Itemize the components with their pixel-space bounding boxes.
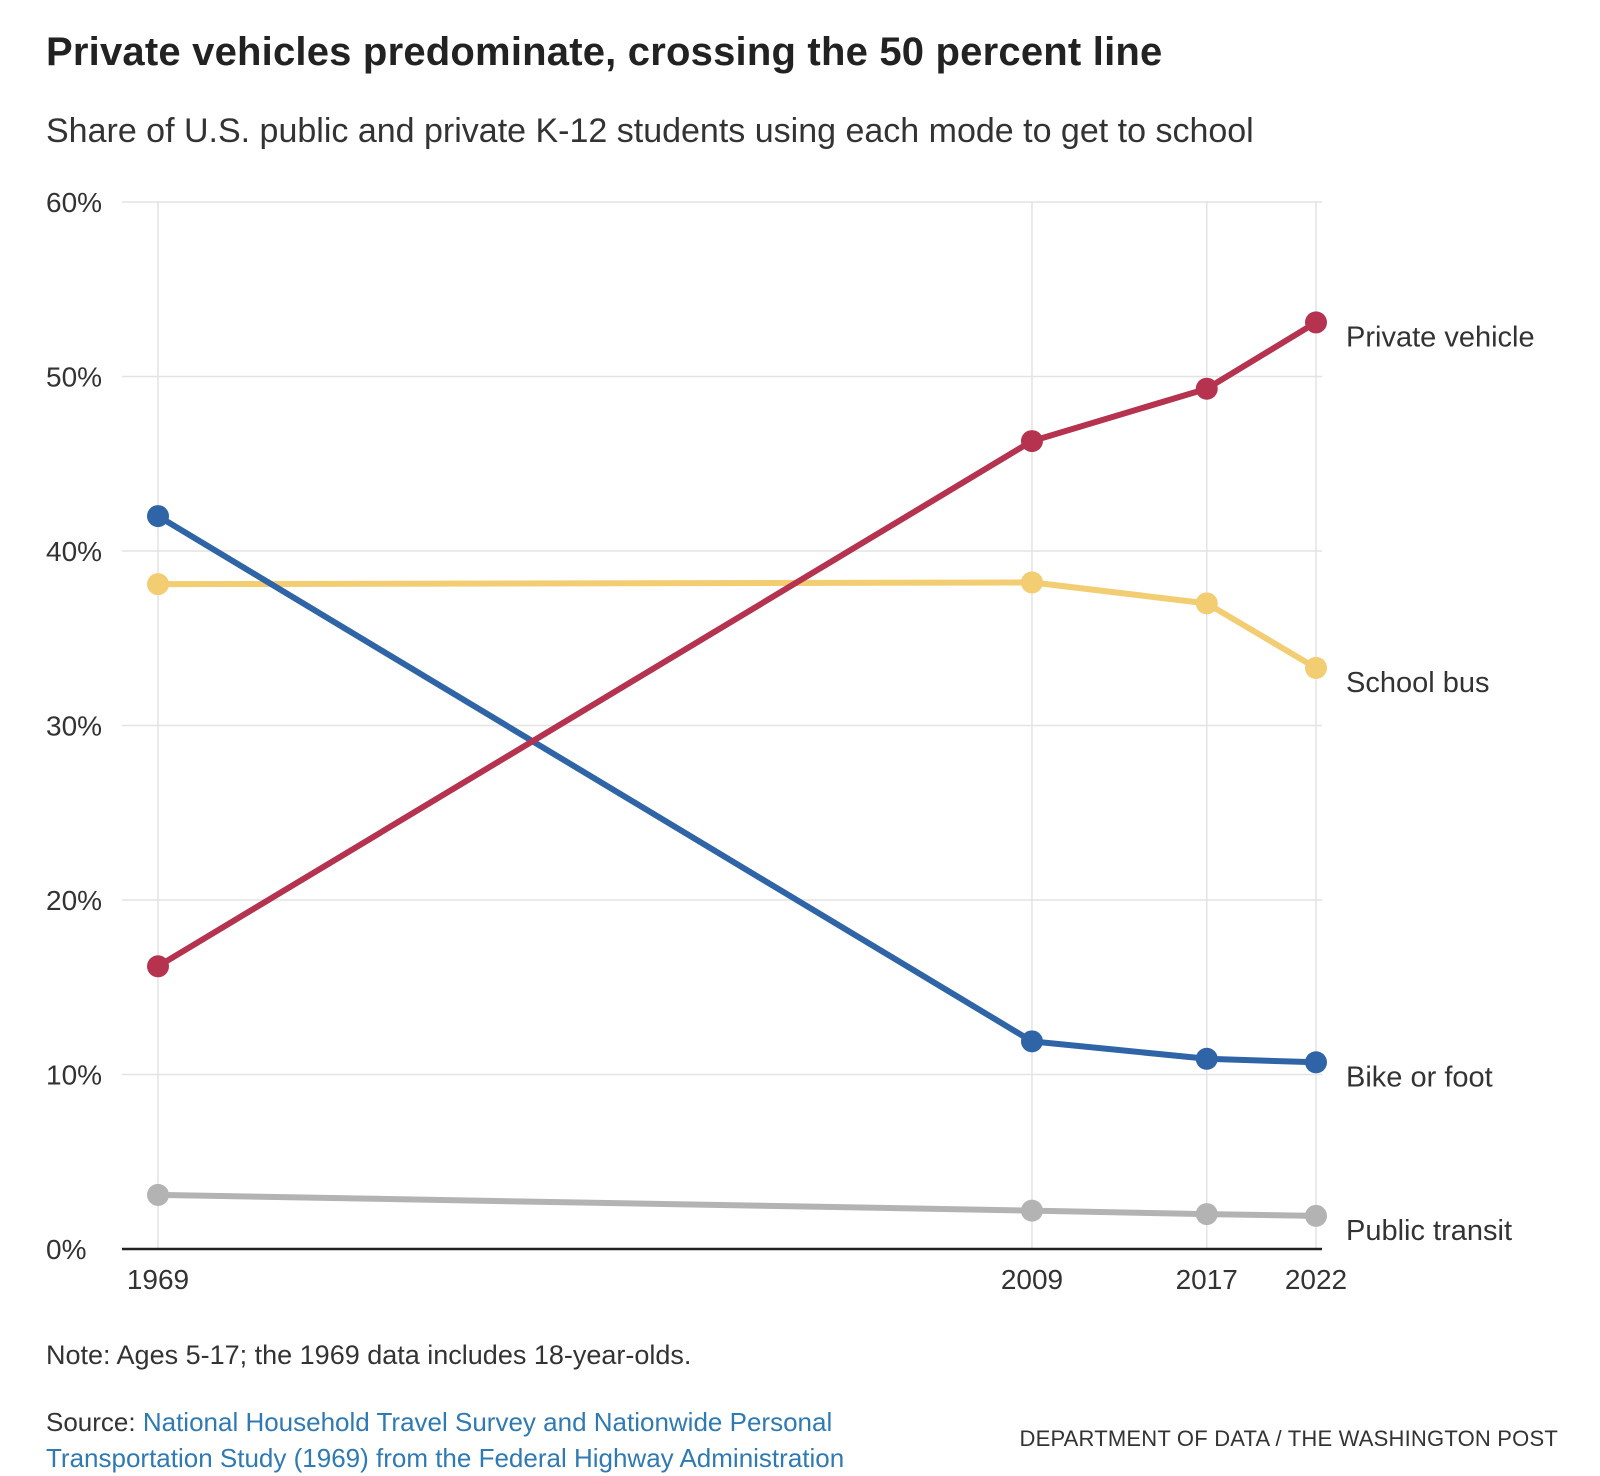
- series-line-school-bus: [155, 579, 1319, 671]
- chart-subtitle: Share of U.S. public and private K-12 st…: [46, 112, 1254, 150]
- line-chart: 0% 10% 20% 30% 40% 50% 60% 1969 2009 2017 2022 Pu…: [46, 187, 1535, 1295]
- chart-note: Note: Ages 5-17; the 1969 data includes …: [46, 1340, 692, 1370]
- y-tick-label: 30%: [46, 711, 102, 742]
- y-tick-label: 60%: [46, 187, 102, 218]
- data-point-school-bus: [147, 573, 169, 596]
- y-axis-tick-labels: 0% 10% 20% 30% 40% 50% 60%: [46, 187, 102, 1265]
- y-tick-label: 20%: [46, 885, 102, 916]
- source-label: Source:: [46, 1407, 143, 1437]
- series-line-private-vehicle: [155, 319, 1319, 970]
- grid-lines: [122, 201, 1322, 1251]
- data-point-bike-or-foot: [1195, 1047, 1218, 1070]
- y-tick-label: 50%: [46, 362, 102, 393]
- x-tick-label: 2022: [1285, 1264, 1347, 1295]
- data-point-public-transit: [1195, 1203, 1218, 1226]
- data-point-private-vehicle: [1020, 430, 1043, 453]
- data-point-public-transit: [147, 1183, 169, 1206]
- data-point-public-transit: [1020, 1199, 1043, 1222]
- series-lines: [147, 311, 1327, 1227]
- data-point-private-vehicle: [1305, 311, 1327, 334]
- x-axis-tick-labels: 1969 2009 2017 2022: [127, 1264, 1347, 1295]
- series-label-school-bus: School bus: [1346, 667, 1490, 699]
- series-labels: Public transit School bus Bike or foot Priv…: [1346, 321, 1535, 1246]
- x-tick-label: 2017: [1176, 1264, 1238, 1295]
- series-label-public-transit: Public transit: [1346, 1215, 1512, 1247]
- y-tick-label: 10%: [46, 1060, 102, 1091]
- series-line-public-transit: [155, 1191, 1319, 1219]
- data-point-bike-or-foot: [1020, 1030, 1043, 1053]
- chart-source: Source: National Household Travel Survey…: [46, 1404, 946, 1476]
- data-point-school-bus: [1195, 592, 1218, 615]
- series-line-bike-or-foot: [155, 513, 1319, 1066]
- chart-credit: DEPARTMENT OF DATA / THE WASHINGTON POST: [1019, 1426, 1558, 1451]
- data-point-bike-or-foot: [1305, 1051, 1327, 1074]
- y-tick-label: 0%: [46, 1234, 86, 1265]
- data-point-school-bus: [1020, 571, 1043, 594]
- data-point-private-vehicle: [147, 955, 169, 978]
- data-point-private-vehicle: [1195, 377, 1218, 400]
- data-point-bike-or-foot: [147, 505, 169, 528]
- y-tick-label: 40%: [46, 536, 102, 567]
- x-tick-label: 2009: [1001, 1264, 1063, 1295]
- data-point-school-bus: [1305, 656, 1327, 679]
- chart-title: Private vehicles predominate, crossing t…: [46, 30, 1163, 74]
- series-label-bike-or-foot: Bike or foot: [1346, 1061, 1493, 1093]
- x-tick-label: 1969: [127, 1264, 189, 1295]
- source-link[interactable]: National Household Travel Survey and Nat…: [46, 1407, 845, 1473]
- data-point-public-transit: [1305, 1204, 1327, 1227]
- series-label-private-vehicle: Private vehicle: [1346, 321, 1535, 353]
